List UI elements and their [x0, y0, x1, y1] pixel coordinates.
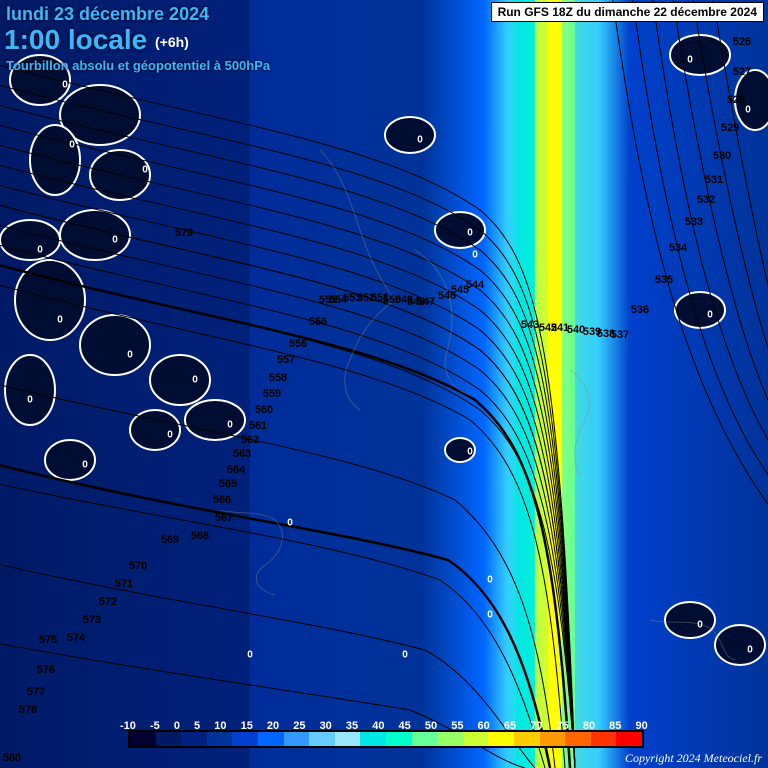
weather-map: 5265275285295305315325335345355365375555… [0, 0, 768, 768]
zero-vorticity-label: 0 [167, 430, 173, 441]
geopotential-value: 563 [233, 448, 251, 460]
zero-vorticity-label: 0 [402, 650, 408, 661]
model-run-box: Run GFS 18Z du dimanche 22 décembre 2024 [491, 2, 764, 22]
geopotential-value: 569 [161, 534, 179, 546]
zero-vorticity-label: 0 [142, 165, 148, 176]
geopotential-value: 530 [713, 150, 731, 162]
colorbar-swatch [616, 732, 642, 746]
geopotential-value: 560 [255, 404, 273, 416]
geopotential-value: 565 [219, 478, 237, 490]
colorbar [128, 730, 644, 748]
zero-vorticity-label: 0 [467, 228, 473, 239]
colorbar-swatch [181, 732, 207, 746]
geopotential-value: 578 [19, 704, 37, 716]
geopotential-value: 526 [733, 36, 751, 48]
geopotential-value: 556 [289, 338, 307, 350]
geopotential-value: 532 [697, 194, 715, 206]
zero-vorticity-label: 0 [247, 650, 253, 661]
geopotential-value: 572 [99, 596, 117, 608]
geopotential-value: 533 [685, 216, 703, 228]
zero-vorticity-label: 0 [82, 460, 88, 471]
zero-vorticity-label: 0 [69, 140, 75, 151]
colorbar-swatch [437, 732, 463, 746]
colorbar-swatch [591, 732, 617, 746]
geopotential-value: 528 [727, 94, 745, 106]
colorbar-swatch [463, 732, 489, 746]
zero-vorticity-label: 0 [127, 350, 133, 361]
zero-vorticity-label: 0 [417, 135, 423, 146]
zero-vorticity-label: 0 [745, 105, 751, 116]
geopotential-value: 557 [277, 354, 295, 366]
zero-vorticity-label: 0 [487, 610, 493, 621]
geopotential-value: 562 [241, 434, 259, 446]
colorbar-swatch [309, 732, 335, 746]
geopotential-value: 527 [733, 66, 751, 78]
valid-date: lundi 23 décembre 2024 [6, 4, 209, 25]
zero-vorticity-label: 0 [747, 645, 753, 656]
zero-vorticity-label: 0 [112, 235, 118, 246]
zero-vorticity-label: 0 [287, 518, 293, 529]
geopotential-value: 538 [597, 328, 615, 340]
valid-time: 1:00 locale [4, 24, 147, 56]
zero-vorticity-label: 0 [227, 420, 233, 431]
geopotential-value: 564 [227, 464, 245, 476]
geopotential-value: 579 [175, 227, 193, 239]
copyright: Copyright 2024 Meteociel.fr [625, 751, 762, 766]
colorbar-swatch [488, 732, 514, 746]
zero-vorticity-label: 0 [27, 395, 33, 406]
colorbar-swatch [412, 732, 438, 746]
zero-vorticity-label: 0 [687, 55, 693, 66]
zero-vorticity-label: 0 [472, 250, 478, 261]
geopotential-value: 547 [417, 296, 435, 308]
geopotential-value: 561 [249, 420, 267, 432]
colorbar-swatch [284, 732, 310, 746]
colorbar-swatch [386, 732, 412, 746]
zero-vorticity-label: 0 [697, 620, 703, 631]
geopotential-value: 567 [215, 512, 233, 524]
zero-vorticity-label: 0 [57, 315, 63, 326]
geopotential-value: 577 [27, 686, 45, 698]
geopotential-value: 558 [269, 372, 287, 384]
geopotential-value: 574 [67, 632, 85, 644]
zero-vorticity-label: 0 [62, 80, 68, 91]
colorbar-swatch [540, 732, 566, 746]
coastlines [0, 0, 768, 768]
zero-vorticity-label: 0 [487, 575, 493, 586]
colorbar-swatch [335, 732, 361, 746]
colorbar-swatch [156, 732, 182, 746]
geopotential-value: 566 [213, 494, 231, 506]
zero-vorticity-label: 0 [37, 245, 43, 256]
geopotential-value: 580 [3, 752, 21, 764]
variable-name: Tourbillon absolu et géopotentiel à 500h… [6, 58, 270, 73]
colorbar-swatch [207, 732, 233, 746]
geopotential-value: 543 [521, 319, 539, 331]
geopotential-value: 556 [309, 316, 327, 328]
colorbar-swatch [514, 732, 540, 746]
geopotential-value: 544 [466, 279, 484, 291]
geopotential-value: 536 [631, 304, 649, 316]
geopotential-value: 559 [263, 388, 281, 400]
geopotential-value: 570 [129, 560, 147, 572]
geopotential-value: 529 [721, 122, 739, 134]
colorbar-swatch [360, 732, 386, 746]
zero-vorticity-label: 0 [707, 310, 713, 321]
colorbar-swatch [565, 732, 591, 746]
zero-vorticity-label: 0 [192, 375, 198, 386]
geopotential-value: 535 [655, 274, 673, 286]
colorbar-swatch [130, 732, 156, 746]
geopotential-value: 576 [37, 664, 55, 676]
colorbar-swatch [258, 732, 284, 746]
geopotential-value: 573 [83, 614, 101, 626]
geopotential-value: 571 [115, 578, 133, 590]
colorbar-swatch [232, 732, 258, 746]
zero-vorticity-label: 0 [467, 447, 473, 458]
geopotential-value: 575 [39, 634, 57, 646]
geopotential-value: 534 [669, 242, 687, 254]
geopotential-value: 568 [191, 530, 209, 542]
geopotential-value: 531 [705, 174, 723, 186]
lead-time: (+6h) [155, 34, 189, 50]
